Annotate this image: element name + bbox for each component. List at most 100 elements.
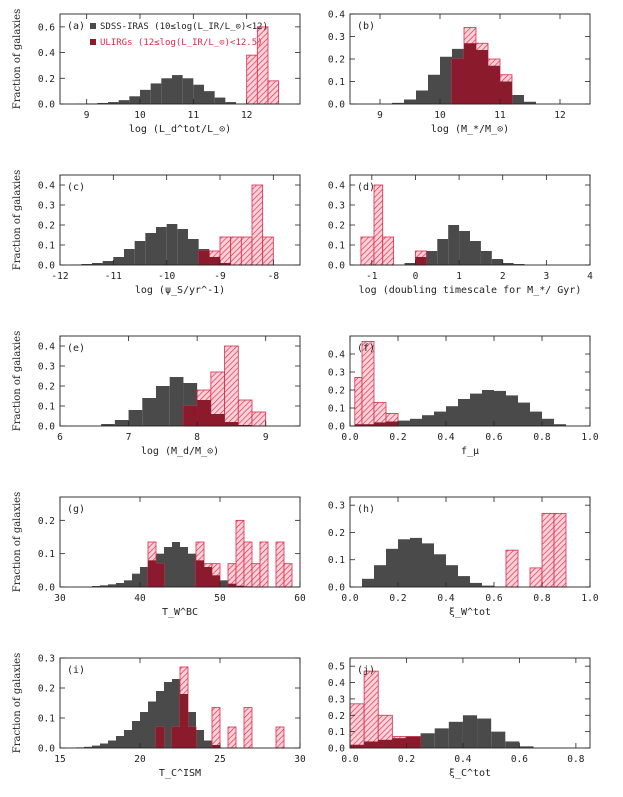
sdss-bar <box>428 74 440 104</box>
x-tick-label: 0.8 <box>533 593 550 604</box>
sdss-bar <box>506 395 518 426</box>
overlap-bar <box>386 421 398 426</box>
sdss-bar <box>512 95 524 104</box>
x-tick-label: -1 <box>366 271 378 282</box>
sdss-bar <box>420 733 435 748</box>
sdss-bar <box>398 539 410 587</box>
sdss-bar <box>108 102 119 104</box>
overlap-bar <box>236 585 244 587</box>
y-tick-label: 0.2 <box>38 382 55 393</box>
sdss-bar <box>204 740 212 748</box>
sdss-bar <box>459 231 470 265</box>
x-tick-label: 6 <box>57 432 63 443</box>
sdss-bar <box>458 576 470 587</box>
x-tick-label: 0.0 <box>341 754 358 765</box>
overlap-bar <box>378 739 393 748</box>
x-tick-label: 0.2 <box>398 754 415 765</box>
sdss-bar <box>108 584 116 587</box>
sdss-bar <box>416 90 428 104</box>
overlap-bar <box>374 422 386 426</box>
ulirg-bar <box>243 707 253 749</box>
ulirg-bar <box>505 549 519 588</box>
y-tick-label: 0.2 <box>328 528 345 539</box>
ulirg-bar <box>243 541 253 588</box>
y-tick-label: 0.1 <box>38 714 55 725</box>
x-tick-label: 0.4 <box>437 432 454 443</box>
sdss-bar <box>164 547 172 587</box>
sdss-bar <box>422 415 434 426</box>
y-tick-label: 0.0 <box>328 744 345 755</box>
x-tick-label: 0 <box>413 271 419 282</box>
sdss-bar <box>530 411 542 426</box>
overlap-bar <box>156 727 164 748</box>
plot-frame <box>59 657 301 749</box>
y-tick-label: 0.2 <box>328 386 345 397</box>
y-tick-label: 0.4 <box>38 48 55 59</box>
y-tick-label: 0.4 <box>328 10 345 21</box>
x-tick-label: -11 <box>105 271 122 282</box>
y-tick-label: 0.4 <box>328 350 345 361</box>
sdss-bar <box>448 721 463 748</box>
sdss-bar <box>518 402 530 426</box>
y-tick-label: 0.0 <box>38 261 55 272</box>
sdss-bar <box>470 393 482 426</box>
sdss-bar <box>188 239 199 265</box>
x-axis-label: ξ_C^tot <box>449 768 491 779</box>
sdss-bar <box>404 263 416 265</box>
x-tick-label: 10 <box>434 110 446 121</box>
sdss-bar <box>513 264 525 265</box>
sdss-bar <box>434 728 449 748</box>
y-tick-label: 0.0 <box>328 100 345 111</box>
sdss-bar <box>182 78 194 104</box>
plot-frame <box>59 335 301 427</box>
x-axis-label: T_C^ISM <box>159 768 201 779</box>
sdss-bar <box>113 257 124 265</box>
y-tick-label: 0.2 <box>328 711 345 722</box>
x-tick-label: 15 <box>54 754 65 765</box>
x-tick-label: 25 <box>214 754 225 765</box>
sdss-bar <box>164 682 172 748</box>
sdss-bar <box>554 424 566 426</box>
overlap-bar <box>350 744 365 748</box>
x-tick-label: 11 <box>188 110 200 121</box>
sdss-bar <box>542 418 554 426</box>
sdss-bar <box>434 554 446 587</box>
y-tick-label: 0.2 <box>328 55 345 66</box>
overlap-bar <box>488 65 500 104</box>
y-tick-label: 0.4 <box>328 181 345 192</box>
sdss-bar <box>448 225 460 265</box>
sdss-bar <box>134 241 146 265</box>
sdss-bar <box>188 553 196 587</box>
panel-c: -12 -11 -10 -9 -8 0.0 0.1 0.2 0.3 0.4 (c) log (ψ_S/… <box>12 170 301 296</box>
panel-letter: (h) <box>357 504 375 515</box>
y-axis-label: Fraction of galaxies <box>12 9 23 109</box>
x-axis-label: f_μ <box>461 446 479 457</box>
sdss-bar <box>92 586 100 587</box>
sdss-bar <box>148 701 156 748</box>
x-tick-label: 3 <box>543 271 549 282</box>
y-tick-label: 0.3 <box>38 362 55 373</box>
sdss-bar <box>458 399 470 426</box>
sdss-bar <box>124 249 135 265</box>
overlap-bar <box>500 81 512 104</box>
y-tick-label: 0.2 <box>38 221 55 232</box>
sdss-bar <box>92 263 103 265</box>
sdss-bar <box>140 712 148 748</box>
y-tick-label: 0.1 <box>38 549 55 560</box>
overlap-bar <box>209 257 220 265</box>
sdss-bar <box>519 746 534 748</box>
sdss-bar <box>156 227 167 265</box>
sdss-bar <box>220 580 228 587</box>
panel-letter: (d) <box>357 182 375 193</box>
sdss-bar <box>97 102 108 104</box>
y-tick-label: 0.1 <box>38 241 55 252</box>
sdss-bar <box>169 377 184 426</box>
sdss-bar <box>470 582 482 587</box>
y-tick-label: 0.3 <box>38 201 55 212</box>
sdss-bar <box>505 741 520 748</box>
ulirg-bar <box>219 236 232 266</box>
sdss-bar <box>392 102 404 104</box>
plot-frame <box>349 335 591 427</box>
ulirg-bar <box>541 512 555 588</box>
